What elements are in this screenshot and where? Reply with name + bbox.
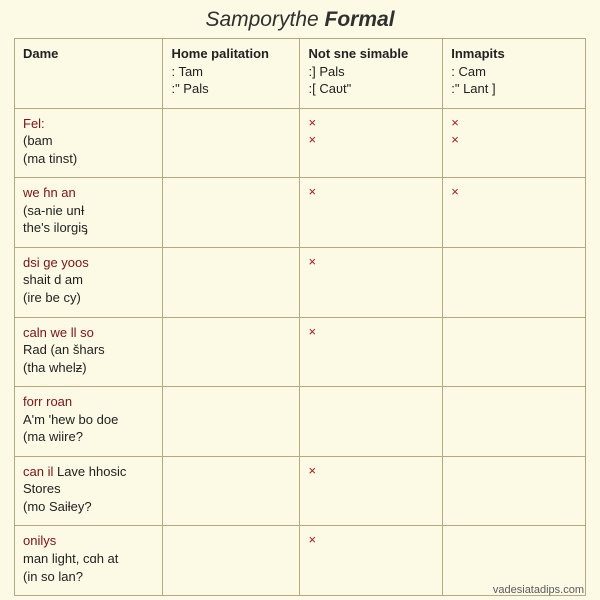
- row-head: Fel:: [23, 116, 45, 131]
- row-label: forr roan A'm 'hew bo doe(ma wiire?: [15, 387, 163, 457]
- col-3-head: Inmapits: [451, 46, 504, 61]
- x-mark-icon: ×: [308, 132, 434, 149]
- row-line2: Rad (an šhars: [23, 341, 154, 359]
- row-line2: shait d am: [23, 271, 154, 289]
- cell-col2: ×: [300, 317, 443, 387]
- footer-credit: vadesiatadips.com: [493, 584, 584, 596]
- col-2-sub1: :] Pals: [308, 63, 434, 81]
- col-3-header: Inmapits : Cam :" Lant ]: [443, 39, 586, 109]
- row-line3: (ma wiire?: [23, 428, 154, 446]
- x-mark-icon: ×: [308, 184, 434, 201]
- row-label: caln we ll soRad (an šhars(tha whelƶ): [15, 317, 163, 387]
- col-0-header: Dame: [15, 39, 163, 109]
- title-strong: Formal: [325, 8, 395, 31]
- col-2-head: Not sne simable: [308, 46, 408, 61]
- col-3-sub1: : Cam: [451, 63, 577, 81]
- cell-col1: [163, 387, 300, 457]
- col-2-header: Not sne simable :] Pals :[ Caʋt": [300, 39, 443, 109]
- cell-col3: [443, 456, 586, 526]
- page: Samporythe Formal Dame Home palitation :…: [0, 0, 600, 600]
- comparison-table: Dame Home palitation : Tam :" Pals Not s…: [14, 38, 586, 596]
- col-2-sub2: :[ Caʋt": [308, 80, 434, 98]
- table-row: caln we ll soRad (an šhars(tha whelƶ) ×: [15, 317, 586, 387]
- col-1-sub1: : Tam: [171, 63, 291, 81]
- x-mark-icon: ×: [308, 254, 434, 271]
- cell-col1: [163, 317, 300, 387]
- cell-col3: [443, 387, 586, 457]
- row-line3: (mo Saiƚey?: [23, 498, 154, 516]
- table-row: can il Lave hhosicStores(mo Saiƚey? ×: [15, 456, 586, 526]
- cell-col1: [163, 108, 300, 178]
- cell-col2: ××: [300, 108, 443, 178]
- x-mark-icon: ×: [451, 132, 577, 149]
- table-row: forr roan A'm 'hew bo doe(ma wiire?: [15, 387, 586, 457]
- x-mark-icon: ×: [308, 324, 434, 341]
- cell-col1: [163, 456, 300, 526]
- col-1-head: Home palitation: [171, 46, 269, 61]
- cell-col2: ×: [300, 526, 443, 596]
- row-line3: (tha whelƶ): [23, 359, 154, 377]
- col-1-header: Home palitation : Tam :" Pals: [163, 39, 300, 109]
- row-line2: A'm 'hew bo doe: [23, 411, 154, 429]
- cell-col3: ××: [443, 108, 586, 178]
- cell-col3: ×: [443, 178, 586, 248]
- cell-col2: ×: [300, 247, 443, 317]
- cell-col2: ×: [300, 456, 443, 526]
- cell-col1: [163, 178, 300, 248]
- row-label: we ɦn an (sa-nie unƗthe's ilorgiᶊ: [15, 178, 163, 248]
- row-label: onilys man light, cɑh at(in so lan?: [15, 526, 163, 596]
- x-mark-icon: ×: [308, 532, 434, 549]
- cell-col1: [163, 247, 300, 317]
- row-head-extra: Lave hhosic: [53, 464, 126, 479]
- row-head: we ɦn an: [23, 185, 76, 200]
- row-line2: (sa-nie unƗ: [23, 202, 154, 220]
- row-label: can il Lave hhosicStores(mo Saiƚey?: [15, 456, 163, 526]
- row-head: onilys: [23, 533, 56, 548]
- row-head: can il: [23, 464, 53, 479]
- title-prefix: Samporythe: [205, 8, 324, 31]
- cell-col1: [163, 526, 300, 596]
- x-mark-icon: ×: [308, 115, 434, 132]
- table-row: we ɦn an (sa-nie unƗthe's ilorgiᶊ × ×: [15, 178, 586, 248]
- row-line3: the's ilorgiᶊ: [23, 219, 154, 237]
- row-label: Fel:(bam(ma tinst): [15, 108, 163, 178]
- row-line3: (ire be cy): [23, 289, 154, 307]
- cell-col2: [300, 387, 443, 457]
- cell-col2: ×: [300, 178, 443, 248]
- row-line2: Stores: [23, 480, 154, 498]
- row-line2: man light, cɑh at: [23, 550, 154, 568]
- x-mark-icon: ×: [451, 115, 577, 132]
- row-label: dsi ge yoosshait d am(ire be cy): [15, 247, 163, 317]
- col-0-head: Dame: [23, 46, 58, 61]
- cell-col3: [443, 317, 586, 387]
- row-line3: (in so lan?: [23, 568, 154, 586]
- table-row: dsi ge yoosshait d am(ire be cy) ×: [15, 247, 586, 317]
- row-head: forr roan: [23, 394, 72, 409]
- header-row: Dame Home palitation : Tam :" Pals Not s…: [15, 39, 586, 109]
- row-head: caln we ll so: [23, 325, 94, 340]
- page-title: Samporythe Formal: [14, 8, 586, 32]
- col-1-sub2: :" Pals: [171, 80, 291, 98]
- row-head: dsi ge yoos: [23, 255, 89, 270]
- x-mark-icon: ×: [451, 184, 577, 201]
- x-mark-icon: ×: [308, 463, 434, 480]
- row-line2: (bam: [23, 132, 154, 150]
- col-3-sub2: :" Lant ]: [451, 80, 577, 98]
- row-line3: (ma tinst): [23, 150, 154, 168]
- table-row: Fel:(bam(ma tinst)××××: [15, 108, 586, 178]
- cell-col3: [443, 247, 586, 317]
- table-body: Fel:(bam(ma tinst)××××we ɦn an(sa-nie un…: [15, 108, 586, 595]
